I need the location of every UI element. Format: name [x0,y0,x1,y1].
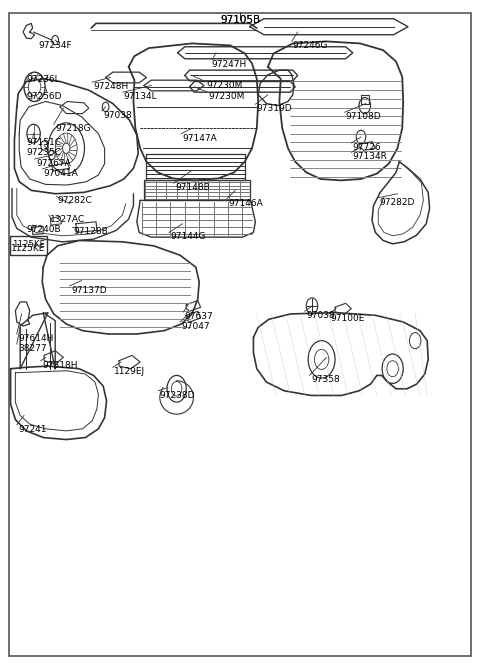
Text: 1125KE: 1125KE [12,240,46,249]
Bar [10,236,47,255]
Text: 97038: 97038 [103,111,132,120]
Text: 97282C: 97282C [58,196,92,205]
Text: 97038: 97038 [306,311,335,320]
Text: 97128B: 97128B [73,227,108,236]
Text: 97105B: 97105B [220,15,260,25]
Text: 97151C: 97151C [26,138,61,147]
Text: 38277: 38277 [18,344,47,353]
Text: 97234F: 97234F [38,41,72,50]
Text: 97105B: 97105B [220,15,260,25]
Text: 97238D: 97238D [159,391,195,399]
Text: 97100E: 97100E [330,314,365,323]
Text: 97041A: 97041A [43,169,78,178]
Text: 97246G: 97246G [293,41,328,50]
Text: 97137D: 97137D [71,286,107,295]
Text: 97614H: 97614H [18,334,54,343]
Text: 97134R: 97134R [353,152,388,161]
Text: 97236L: 97236L [26,75,60,84]
Text: 97230M: 97230M [209,92,245,101]
Text: 97108D: 97108D [346,112,381,121]
Text: 97241: 97241 [18,425,47,434]
Text: 97240B: 97240B [26,225,61,234]
Text: 97726: 97726 [353,143,382,152]
Text: 97218G: 97218G [55,124,91,133]
Text: 97267A: 97267A [36,159,71,168]
Text: 1327AC: 1327AC [50,215,85,224]
Text: 97230M: 97230M [206,81,243,90]
Text: 97358: 97358 [311,375,340,384]
Text: 97147A: 97147A [182,134,217,142]
Text: 97319D: 97319D [257,104,292,113]
Text: 97144G: 97144G [170,232,206,241]
Text: 97134L: 97134L [124,92,157,101]
Text: 97047: 97047 [181,322,210,331]
Text: 97146A: 97146A [228,199,263,208]
Text: 97282D: 97282D [379,198,415,206]
Text: 1129EJ: 1129EJ [114,367,145,376]
Text: 97148B: 97148B [175,183,210,192]
Text: 1125KE: 1125KE [11,244,45,253]
Text: 97248H: 97248H [94,82,129,91]
Text: 97256D: 97256D [26,92,62,101]
Text: 97247H: 97247H [211,60,246,69]
Text: 97318H: 97318H [42,361,78,369]
Text: 97235C: 97235C [26,148,61,157]
Text: 97637: 97637 [185,312,214,321]
